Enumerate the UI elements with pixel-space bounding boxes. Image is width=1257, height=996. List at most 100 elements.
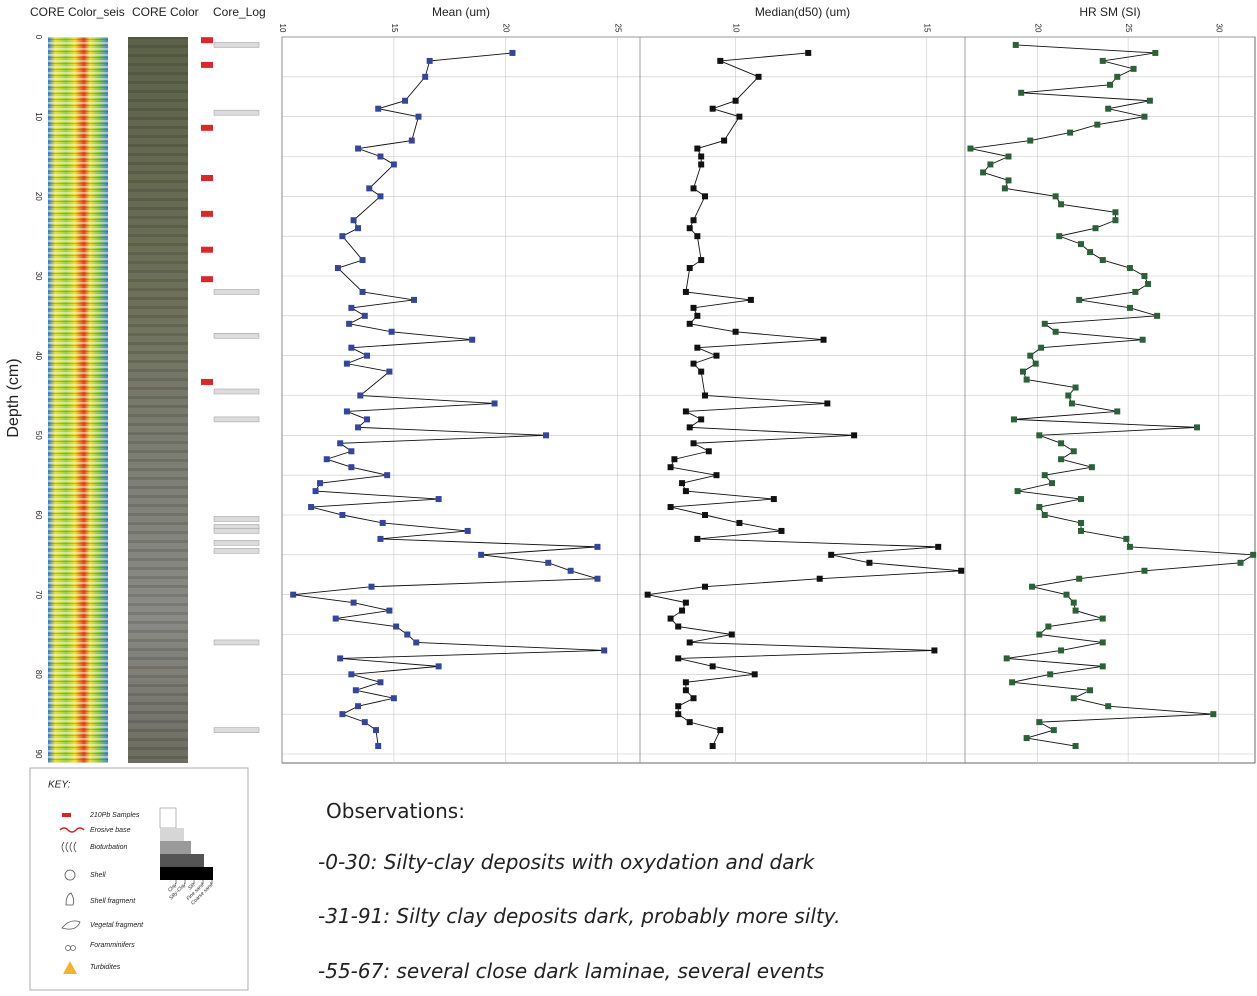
data-point	[308, 504, 315, 511]
data-point	[728, 631, 735, 638]
data-point	[705, 448, 712, 455]
data-point	[1078, 496, 1084, 503]
data-point	[1087, 687, 1094, 694]
data-point	[317, 480, 324, 487]
data-point	[1041, 320, 1048, 327]
data-point	[509, 49, 516, 56]
core-log-layer	[213, 639, 260, 646]
series-line	[647, 52, 962, 747]
data-point	[820, 336, 827, 343]
data-point	[491, 400, 498, 407]
data-point	[1072, 607, 1079, 614]
key-symbol	[62, 813, 71, 817]
data-point	[1130, 65, 1137, 72]
depth-tick-label: 40	[34, 351, 43, 360]
data-point	[364, 352, 371, 359]
data-point	[686, 719, 693, 726]
data-point	[816, 575, 823, 582]
data-point	[1056, 233, 1063, 240]
data-point	[698, 368, 705, 375]
data-point	[1012, 41, 1019, 48]
data-point	[851, 432, 858, 439]
data-point	[426, 57, 433, 64]
data-point	[361, 312, 368, 319]
depth-tick-label: 10	[34, 112, 43, 121]
key-label: Foramminifers	[90, 942, 135, 949]
data-point	[1139, 336, 1146, 343]
pb210-sample	[201, 378, 213, 385]
data-point	[667, 615, 674, 622]
pb210-sample	[201, 246, 213, 253]
data-point	[770, 496, 777, 503]
data-point	[359, 257, 366, 264]
data-point	[1041, 472, 1048, 479]
data-point	[545, 559, 552, 566]
data-point	[1099, 257, 1106, 264]
data-point	[1105, 703, 1112, 710]
data-point	[1058, 647, 1065, 654]
data-point	[377, 153, 384, 160]
data-point	[1058, 440, 1065, 447]
key-label: Turbidites	[90, 964, 121, 971]
data-point	[1041, 512, 1048, 518]
data-point	[671, 456, 678, 463]
data-point	[375, 105, 382, 112]
data-point	[1105, 105, 1112, 112]
data-point	[1250, 551, 1257, 558]
depth-tick-label: 0	[34, 35, 43, 40]
data-point	[1058, 201, 1065, 208]
data-point	[348, 344, 355, 351]
data-point	[1114, 408, 1121, 415]
data-point	[464, 527, 471, 534]
data-point	[1047, 671, 1054, 678]
x-tick-label: 20	[1033, 24, 1042, 33]
data-point	[594, 575, 601, 582]
data-point	[702, 193, 708, 200]
data-point	[1099, 639, 1106, 646]
data-point	[698, 416, 705, 423]
data-point	[682, 687, 689, 694]
data-point	[1107, 81, 1113, 88]
data-point	[682, 488, 689, 495]
data-point	[567, 567, 574, 574]
core-log-layer	[213, 333, 260, 339]
data-point	[698, 257, 705, 264]
data-point	[384, 472, 391, 479]
data-point	[377, 535, 384, 542]
key-label: Shell	[90, 872, 106, 879]
core-log-layer	[213, 42, 260, 48]
chart-title: Median(d50) (um)	[755, 5, 850, 19]
data-point	[732, 97, 739, 104]
data-point	[987, 161, 994, 168]
key-symbol	[61, 841, 77, 853]
grain-box	[160, 841, 191, 854]
data-point	[698, 161, 705, 168]
data-point	[709, 663, 716, 670]
data-point	[402, 97, 409, 104]
data-point	[348, 304, 355, 311]
data-point	[350, 599, 357, 606]
data-point	[736, 519, 743, 526]
data-point	[343, 408, 350, 415]
data-point	[675, 655, 682, 662]
grain-box	[160, 854, 204, 867]
data-point	[1070, 599, 1077, 606]
data-point	[377, 679, 384, 686]
data-point	[1112, 209, 1119, 216]
data-point	[1094, 121, 1101, 128]
data-point	[379, 519, 386, 526]
data-point	[682, 288, 689, 295]
data-point	[694, 233, 701, 240]
data-point	[967, 145, 974, 152]
key-label: Vegetal fragment	[90, 922, 144, 929]
key-box	[29, 767, 249, 991]
data-point	[1123, 535, 1130, 542]
data-point	[1076, 296, 1083, 303]
data-point	[679, 607, 686, 614]
data-point	[411, 296, 418, 303]
data-point	[1237, 559, 1244, 566]
data-point	[404, 631, 411, 638]
key-label: Shell fragment	[90, 898, 136, 905]
data-point	[290, 591, 297, 598]
data-point	[375, 743, 382, 750]
